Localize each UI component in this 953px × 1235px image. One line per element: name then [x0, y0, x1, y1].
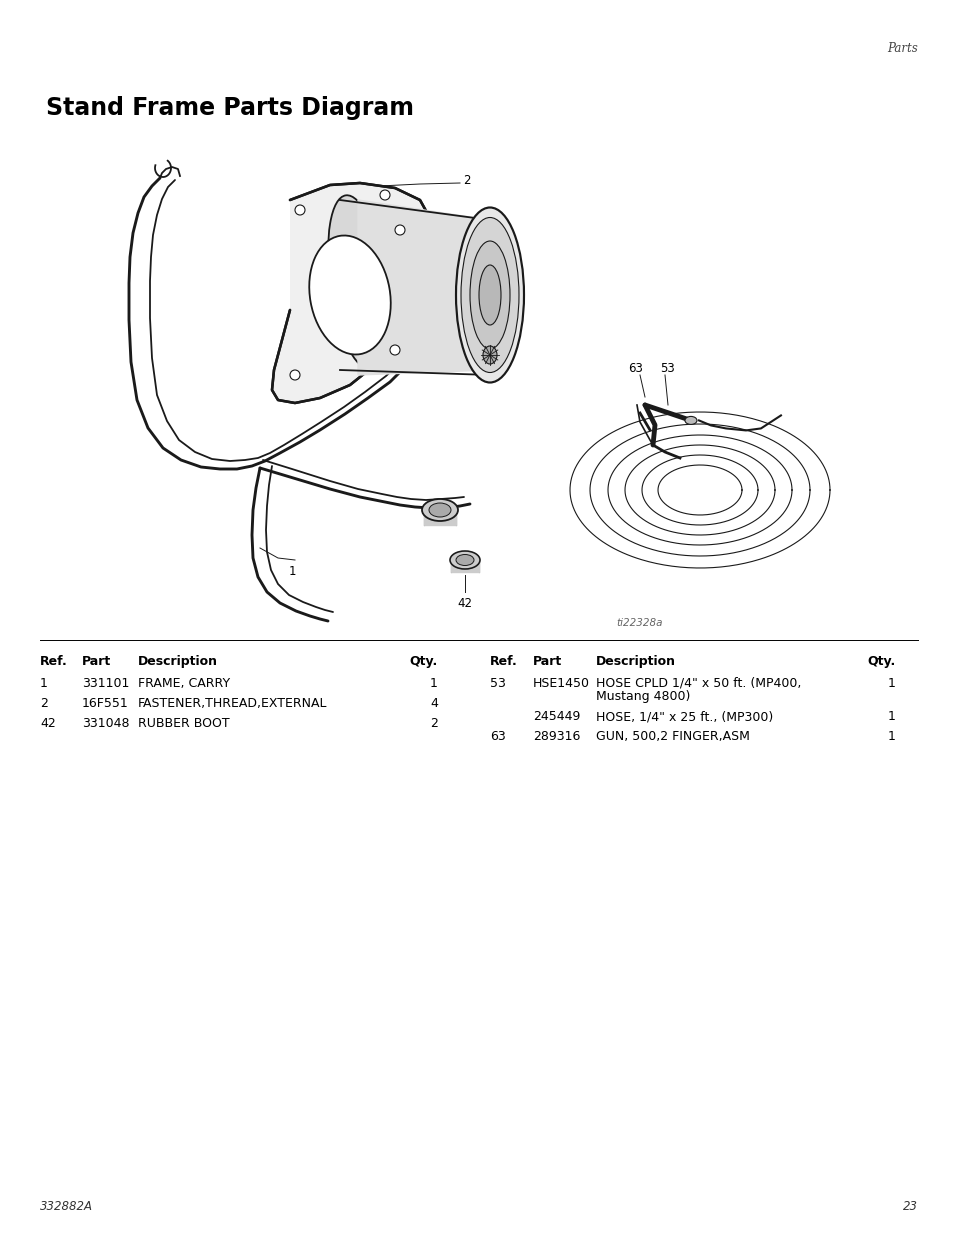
Text: Description: Description: [596, 655, 676, 668]
Ellipse shape: [478, 266, 500, 325]
Text: Ref.: Ref.: [40, 655, 68, 668]
Text: 63: 63: [490, 730, 505, 743]
Text: Parts: Parts: [886, 42, 917, 54]
Text: 2: 2: [40, 697, 48, 710]
Polygon shape: [423, 510, 456, 525]
Text: 2: 2: [430, 718, 437, 730]
Ellipse shape: [482, 346, 497, 364]
Text: FASTENER,THREAD,EXTERNAL: FASTENER,THREAD,EXTERNAL: [138, 697, 327, 710]
Text: 63: 63: [627, 362, 642, 374]
Text: HOSE, 1/4" x 25 ft., (MP300): HOSE, 1/4" x 25 ft., (MP300): [596, 710, 773, 722]
Ellipse shape: [684, 416, 697, 425]
Text: FRAME, CARRY: FRAME, CARRY: [138, 677, 230, 690]
Text: ti22328a: ti22328a: [616, 618, 662, 629]
Ellipse shape: [328, 195, 388, 369]
Text: 1: 1: [40, 677, 48, 690]
Circle shape: [395, 225, 405, 235]
Text: Description: Description: [138, 655, 218, 668]
Text: 16F551: 16F551: [82, 697, 129, 710]
Text: 331048: 331048: [82, 718, 130, 730]
Circle shape: [294, 205, 305, 215]
Text: 23: 23: [902, 1200, 917, 1214]
Text: 331101: 331101: [82, 677, 130, 690]
Text: 245449: 245449: [533, 710, 579, 722]
Text: 289316: 289316: [533, 730, 579, 743]
Text: Ref.: Ref.: [490, 655, 517, 668]
Text: 42: 42: [40, 718, 55, 730]
Text: Mustang 4800): Mustang 4800): [596, 690, 690, 703]
Ellipse shape: [309, 236, 391, 354]
Ellipse shape: [421, 499, 457, 521]
Text: 42: 42: [457, 597, 472, 610]
Text: Qty.: Qty.: [867, 655, 895, 668]
Text: Part: Part: [82, 655, 112, 668]
Polygon shape: [357, 200, 490, 375]
Text: GUN, 500,2 FINGER,ASM: GUN, 500,2 FINGER,ASM: [596, 730, 749, 743]
Text: 1: 1: [887, 730, 895, 743]
Ellipse shape: [429, 503, 451, 517]
Ellipse shape: [456, 555, 474, 566]
Text: 53: 53: [490, 677, 505, 690]
Ellipse shape: [450, 551, 479, 569]
Text: 1: 1: [288, 564, 295, 578]
Circle shape: [390, 345, 399, 354]
Text: 4: 4: [430, 697, 437, 710]
Text: 1: 1: [887, 677, 895, 690]
Text: HSE1450: HSE1450: [533, 677, 589, 690]
Text: Qty.: Qty.: [410, 655, 437, 668]
Text: 332882A: 332882A: [40, 1200, 92, 1214]
Ellipse shape: [456, 207, 523, 383]
Polygon shape: [451, 559, 478, 572]
Ellipse shape: [460, 217, 518, 373]
Text: Part: Part: [533, 655, 561, 668]
Text: 2: 2: [462, 174, 470, 188]
Text: 53: 53: [659, 362, 674, 374]
Text: RUBBER BOOT: RUBBER BOOT: [138, 718, 230, 730]
Text: 1: 1: [430, 677, 437, 690]
Text: Stand Frame Parts Diagram: Stand Frame Parts Diagram: [46, 96, 414, 120]
Polygon shape: [272, 183, 430, 403]
Circle shape: [379, 190, 390, 200]
Text: 1: 1: [887, 710, 895, 722]
Circle shape: [290, 370, 299, 380]
Text: HOSE CPLD 1/4" x 50 ft. (MP400,: HOSE CPLD 1/4" x 50 ft. (MP400,: [596, 677, 801, 690]
Ellipse shape: [470, 241, 510, 350]
